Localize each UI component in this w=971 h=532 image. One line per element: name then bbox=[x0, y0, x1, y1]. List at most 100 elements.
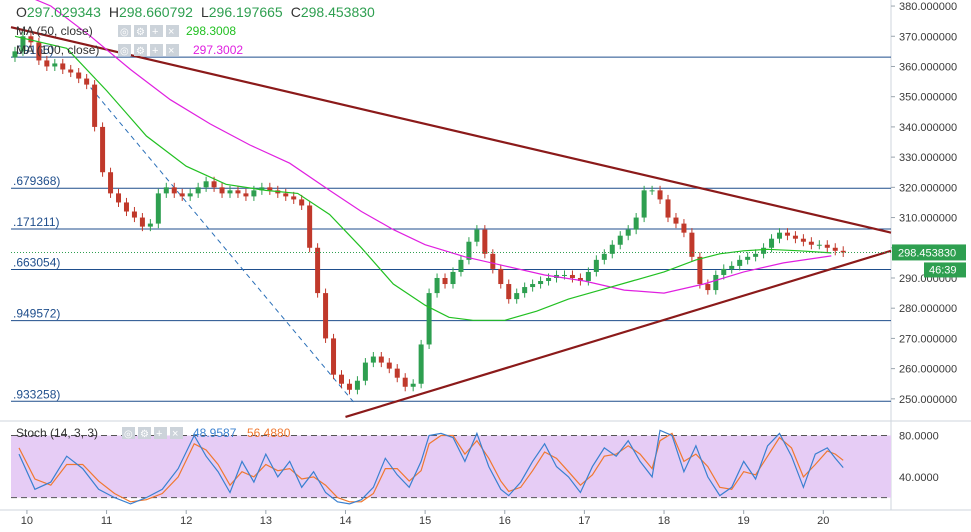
svg-text:◎: ◎ bbox=[120, 46, 129, 57]
stoch-k-line bbox=[18, 429, 844, 505]
candle-body bbox=[394, 368, 400, 378]
visibility-icon[interactable] bbox=[122, 427, 135, 439]
price-tick-label: 270.000000 bbox=[899, 333, 957, 345]
stoch-k-value: 48.9587 bbox=[193, 426, 237, 440]
svg-text:×: × bbox=[168, 26, 174, 38]
candle-body bbox=[307, 205, 313, 248]
candle-body bbox=[315, 247, 321, 294]
candle-body bbox=[729, 265, 735, 269]
stoch-oscillator: 80.0000 40.0000 bbox=[11, 429, 939, 505]
candle-body bbox=[36, 42, 42, 61]
candle-body bbox=[291, 196, 297, 200]
ma100-line bbox=[35, 0, 832, 294]
low-value: 296.197665 bbox=[209, 4, 283, 20]
add-icon[interactable] bbox=[150, 44, 163, 56]
ma100-value: 297.3002 bbox=[193, 43, 243, 57]
ma50-line bbox=[14, 35, 832, 321]
candle-body bbox=[259, 187, 265, 191]
candle-body bbox=[697, 256, 703, 285]
candle-body bbox=[530, 284, 536, 288]
high-value: 298.660792 bbox=[119, 4, 193, 20]
candle-body bbox=[60, 63, 66, 70]
settings-icon[interactable] bbox=[134, 44, 147, 56]
open-value: 297.029343 bbox=[27, 4, 101, 20]
candle-body bbox=[506, 284, 512, 300]
time-tick-label: 20 bbox=[817, 515, 829, 527]
candle-body bbox=[179, 193, 185, 197]
price-tick-label: 380.000000 bbox=[899, 1, 957, 13]
stoch-controls[interactable]: ◎ ⚙ + × bbox=[122, 427, 183, 440]
time-tick-label: 11 bbox=[101, 515, 112, 527]
candle-body bbox=[649, 190, 655, 192]
stoch-d-line bbox=[18, 432, 844, 503]
candle-body bbox=[28, 36, 34, 43]
close-icon[interactable] bbox=[170, 427, 183, 439]
ma50-value: 298.3008 bbox=[186, 24, 236, 38]
svg-text:+: + bbox=[156, 428, 162, 440]
candle-body bbox=[418, 344, 424, 384]
candle-body bbox=[569, 274, 575, 278]
settings-icon[interactable] bbox=[138, 427, 151, 439]
svg-text:+: + bbox=[152, 26, 158, 38]
candle-body bbox=[466, 241, 472, 260]
price-panel bbox=[11, 0, 891, 420]
candle-body bbox=[689, 232, 695, 257]
candle-body bbox=[283, 193, 289, 197]
stoch-legend[interactable]: Stoch (14, 3, 3) ◎ ⚙ + × 48.9587 56.4880 bbox=[16, 426, 291, 440]
candle-body bbox=[323, 293, 329, 339]
price-tick-label: 360.000000 bbox=[899, 61, 957, 73]
ma100-controls[interactable]: ◎ ⚙ + × bbox=[118, 44, 179, 57]
candle-body bbox=[824, 244, 830, 248]
candle-body bbox=[474, 229, 480, 242]
stoch-band bbox=[11, 435, 891, 498]
time-tick-label: 12 bbox=[180, 515, 192, 527]
price-tick-label: 370.000000 bbox=[899, 31, 957, 43]
candle-body bbox=[299, 199, 305, 206]
svg-text:⚙: ⚙ bbox=[140, 429, 149, 440]
add-icon[interactable] bbox=[150, 25, 163, 37]
candle-body bbox=[227, 190, 233, 194]
candle-body bbox=[769, 238, 775, 248]
candle-body bbox=[657, 190, 663, 200]
trendlines[interactable] bbox=[10, 26, 892, 419]
candle-body bbox=[211, 181, 217, 188]
candle-body bbox=[44, 60, 50, 67]
candle-body bbox=[12, 51, 18, 58]
svg-text:⚙: ⚙ bbox=[136, 46, 145, 57]
stoch-tick-label: 80.0000 bbox=[899, 430, 939, 442]
candle-body bbox=[163, 187, 169, 194]
visibility-icon[interactable] bbox=[118, 25, 131, 37]
visibility-icon[interactable] bbox=[118, 44, 131, 56]
candle-body bbox=[800, 238, 806, 242]
candle-body bbox=[609, 244, 615, 254]
low-label: L bbox=[201, 4, 209, 20]
svg-text:×: × bbox=[172, 428, 178, 440]
fib-label: .663054) bbox=[13, 256, 60, 270]
candles bbox=[12, 31, 846, 395]
add-icon[interactable] bbox=[154, 427, 167, 439]
candle-body bbox=[625, 229, 631, 236]
candle-body bbox=[482, 229, 488, 254]
candle-body bbox=[346, 383, 352, 390]
ma100-label: MA (100, close) bbox=[16, 43, 99, 57]
ma50-controls[interactable]: ◎ ⚙ + × bbox=[118, 25, 179, 38]
time-tick-label: 19 bbox=[738, 515, 750, 527]
settings-icon[interactable] bbox=[134, 25, 147, 37]
close-value: 298.453830 bbox=[301, 4, 375, 20]
close-icon[interactable] bbox=[166, 44, 179, 56]
time-tick-label: 16 bbox=[499, 515, 511, 527]
price-tick-label: 260.000000 bbox=[899, 364, 957, 376]
candle-body bbox=[753, 253, 759, 257]
ma100-legend[interactable]: MA (100, close) ◎ ⚙ + × 297.3002 bbox=[16, 43, 243, 57]
trendline bbox=[345, 249, 892, 419]
candle-body bbox=[673, 217, 679, 224]
close-icon[interactable] bbox=[166, 25, 179, 37]
ma50-label: MA (50, close) bbox=[16, 24, 93, 38]
ma50-legend[interactable]: MA (50, close) ◎ ⚙ + × 298.3008 bbox=[16, 24, 236, 38]
candle-body bbox=[641, 190, 647, 218]
candle-body bbox=[155, 193, 161, 224]
candle-body bbox=[617, 235, 623, 245]
price-tag bbox=[892, 244, 966, 261]
